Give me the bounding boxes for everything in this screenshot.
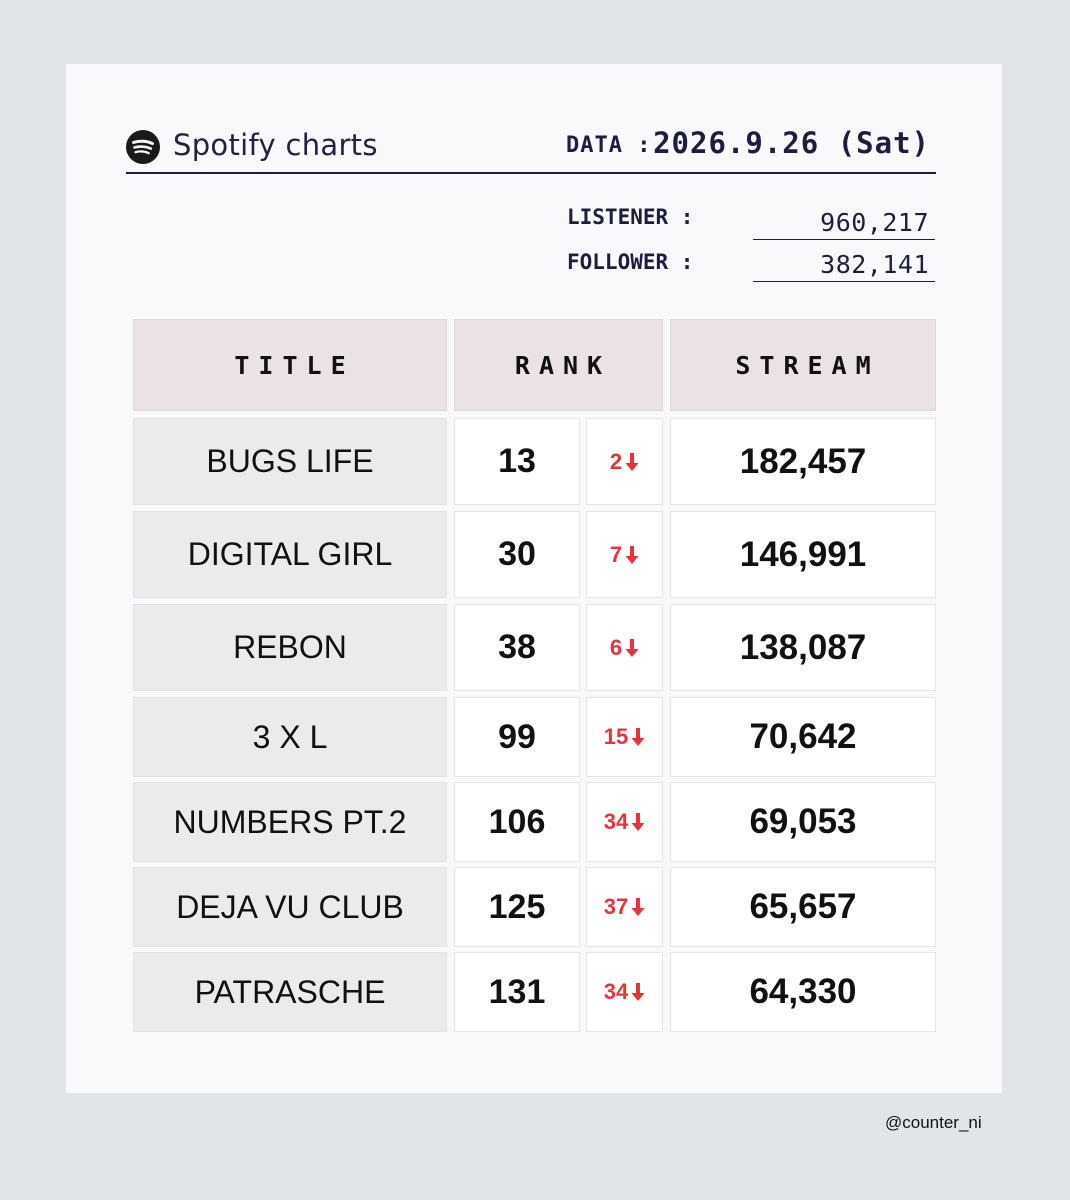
row-rank-change: 2 — [586, 418, 663, 505]
down-arrow-icon — [631, 813, 645, 831]
rank-change-value: 34 — [603, 979, 629, 1004]
down-arrow-icon — [631, 728, 645, 746]
follower-value: 382,141 — [753, 248, 935, 282]
row-rank-change: 34 — [586, 952, 663, 1032]
rank-change-value: 15 — [603, 724, 629, 749]
row-rank-change: 6 — [586, 604, 663, 691]
row-rank-change: 7 — [586, 511, 663, 598]
row-title: REBON — [133, 604, 447, 691]
row-rank-change: 37 — [586, 867, 663, 947]
down-arrow-icon — [631, 983, 645, 1001]
row-stream: 69,053 — [670, 782, 936, 862]
rank-change-value: 6 — [609, 634, 623, 660]
row-stream: 138,087 — [670, 604, 936, 691]
column-header-title: TITLE — [133, 319, 447, 411]
row-stream: 146,991 — [670, 511, 936, 598]
column-header-stream: STREAM — [670, 319, 936, 411]
row-rank: 125 — [454, 867, 580, 947]
date-label: DATA : — [566, 133, 652, 158]
row-title: DEJA VU CLUB — [133, 867, 447, 947]
row-stream: 70,642 — [670, 697, 936, 777]
row-rank: 38 — [454, 604, 580, 691]
row-stream: 64,330 — [670, 952, 936, 1032]
row-stream: 65,657 — [670, 867, 936, 947]
down-arrow-icon — [625, 545, 639, 564]
date-value: 2026.9.26 (Sat) — [653, 126, 930, 160]
row-stream: 182,457 — [670, 418, 936, 505]
rank-change-value: 34 — [603, 809, 629, 834]
brand-title: Spotify charts — [173, 128, 378, 162]
down-arrow-icon — [625, 452, 639, 471]
rank-change-value: 2 — [609, 448, 623, 474]
row-rank: 99 — [454, 697, 580, 777]
chart-card: Spotify charts DATA : 2026.9.26 (Sat) LI… — [66, 64, 1002, 1093]
credit-handle: @counter_ni — [885, 1113, 982, 1132]
row-rank: 13 — [454, 418, 580, 505]
listener-label: LISTENER : — [567, 205, 694, 229]
row-title: 3 X L — [133, 697, 447, 777]
listener-value: 960,217 — [753, 206, 935, 240]
row-rank-change: 15 — [586, 697, 663, 777]
row-rank-change: 34 — [586, 782, 663, 862]
header: Spotify charts DATA : 2026.9.26 (Sat) — [126, 126, 936, 174]
row-title: NUMBERS PT.2 — [133, 782, 447, 862]
column-header-rank: RANK — [454, 319, 663, 411]
row-title: BUGS LIFE — [133, 418, 447, 505]
follower-label: FOLLOWER : — [567, 250, 694, 274]
rank-change-value: 7 — [609, 541, 623, 567]
row-title: DIGITAL GIRL — [133, 511, 447, 598]
row-rank: 131 — [454, 952, 580, 1032]
row-rank: 30 — [454, 511, 580, 598]
down-arrow-icon — [631, 898, 645, 916]
rank-change-value: 37 — [603, 894, 629, 919]
row-rank: 106 — [454, 782, 580, 862]
row-title: PATRASCHE — [133, 952, 447, 1032]
down-arrow-icon — [625, 638, 639, 657]
spotify-logo-icon — [126, 130, 160, 164]
